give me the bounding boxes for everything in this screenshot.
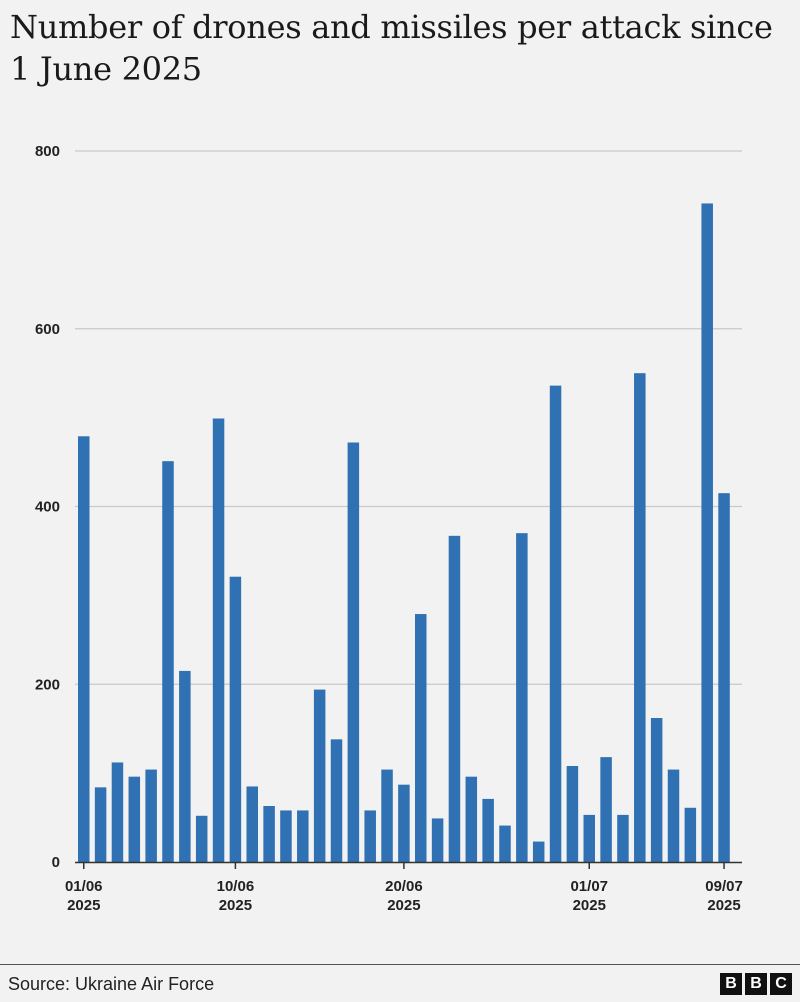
x-tick-label-year: 2025 <box>67 897 100 914</box>
bar-28 <box>532 841 545 862</box>
bbc-logo-letter-3: C <box>770 973 792 995</box>
bar-27 <box>516 533 528 862</box>
y-tick-label-0: 0 <box>52 854 60 871</box>
y-tick-label-600: 600 <box>35 321 60 338</box>
bar-34 <box>634 373 646 862</box>
y-axis-ticks: 0 200 400 600 800 <box>35 143 60 871</box>
x-tick-label-year: 2025 <box>387 897 420 914</box>
bar-9 <box>212 418 225 862</box>
bar-13 <box>280 810 292 862</box>
footer-divider <box>0 964 800 965</box>
bar-2 <box>94 787 107 862</box>
x-tick-label-year: 2025 <box>573 897 606 914</box>
bar-19 <box>381 769 393 862</box>
y-tick-label-200: 200 <box>35 676 60 693</box>
bar-7 <box>179 670 191 862</box>
x-tick-label-year: 2025 <box>219 897 252 914</box>
bbc-logo-letter-2: B <box>745 973 767 995</box>
bar-5 <box>145 769 157 862</box>
x-tick-label-date: 01/06 <box>65 878 103 895</box>
bar-1 <box>78 436 90 862</box>
bar-chart: 0 200 400 600 800 01/06 2025 10/06 2025 20/06 202… <box>35 143 743 914</box>
bar-26 <box>499 825 511 862</box>
source-note: Source: Ukraine Air Force <box>8 974 215 994</box>
bar-39 <box>718 493 730 862</box>
bar-3 <box>111 762 124 862</box>
bars <box>78 203 730 862</box>
bar-8 <box>195 815 208 862</box>
x-tick-label-date: 09/07 <box>705 878 743 895</box>
bbc-logo: B B C <box>720 973 792 995</box>
bar-31 <box>583 814 595 862</box>
bar-37 <box>684 807 697 862</box>
bar-23 <box>448 535 461 862</box>
bar-12 <box>263 806 275 862</box>
x-tick-label-date: 10/06 <box>217 878 255 895</box>
x-tick-label-year: 2025 <box>707 897 740 914</box>
bar-11 <box>246 786 258 862</box>
bar-38 <box>701 203 713 862</box>
bar-18 <box>364 810 376 862</box>
bar-36 <box>667 769 680 862</box>
bar-24 <box>465 776 478 862</box>
y-tick-label-800: 800 <box>35 143 60 160</box>
bar-35 <box>650 718 663 862</box>
bar-6 <box>162 461 174 862</box>
bar-17 <box>347 442 360 862</box>
bbc-logo-letter-1: B <box>720 973 742 995</box>
bar-10 <box>229 576 242 862</box>
bar-21 <box>415 614 427 862</box>
bar-14 <box>297 810 309 862</box>
bar-22 <box>431 818 444 862</box>
bar-15 <box>313 689 326 862</box>
bar-20 <box>398 784 410 862</box>
x-tick-label-date: 20/06 <box>385 878 423 895</box>
bar-29 <box>549 385 562 862</box>
bar-33 <box>617 814 629 862</box>
chart-title: Number of drones and missiles per attack… <box>10 8 773 88</box>
y-tick-label-400: 400 <box>35 499 60 516</box>
bar-4 <box>128 776 141 862</box>
bar-30 <box>566 766 579 862</box>
bar-25 <box>482 798 494 862</box>
x-axis: 01/06 2025 10/06 2025 20/06 2025 01/07 2025 09/0… <box>65 861 743 914</box>
x-tick-label-date: 01/07 <box>570 878 608 895</box>
bar-16 <box>330 739 343 862</box>
bar-32 <box>600 757 612 862</box>
